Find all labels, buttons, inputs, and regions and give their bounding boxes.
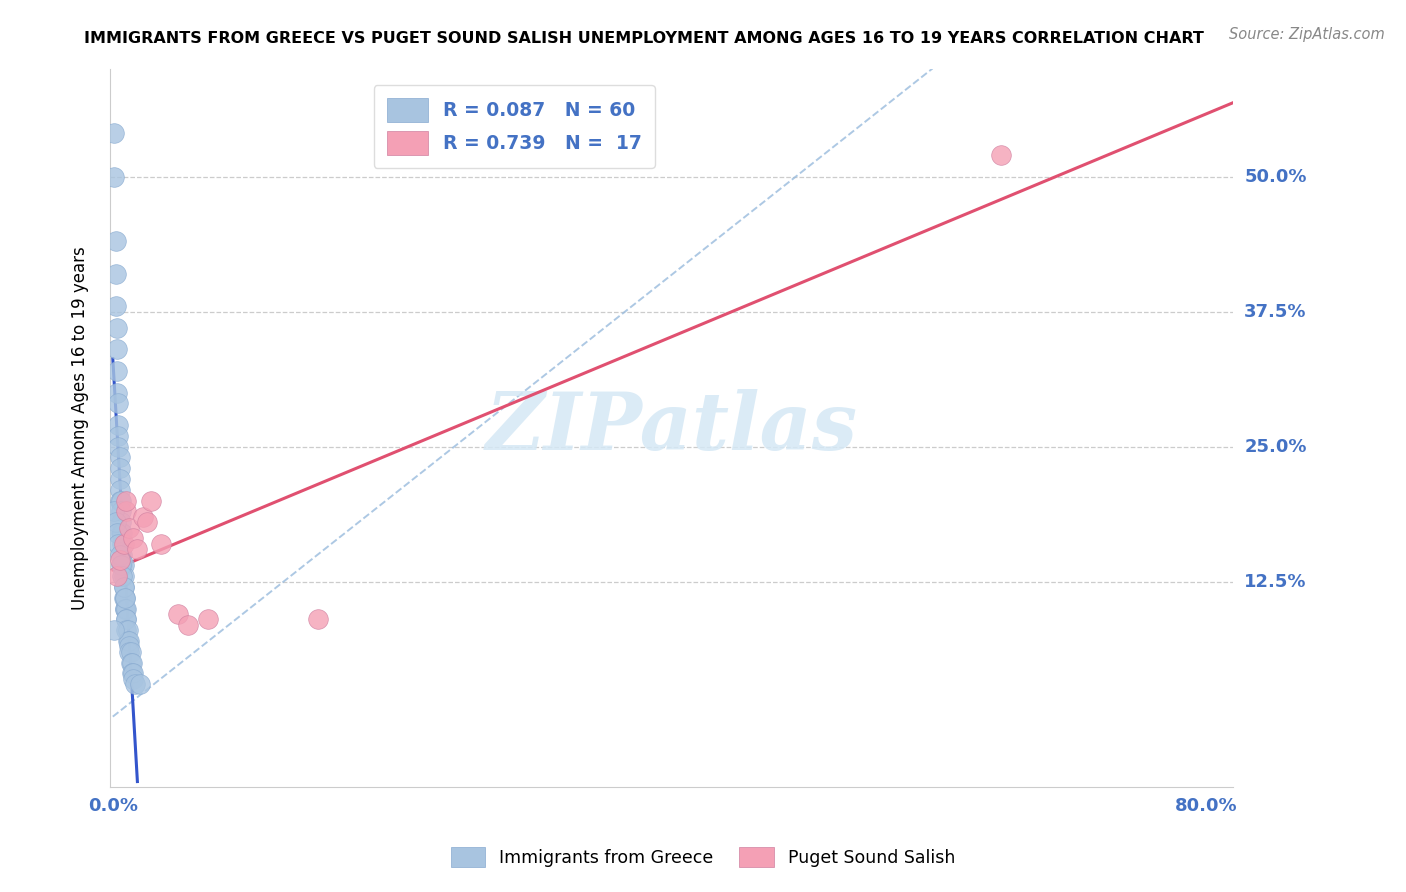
Point — [112, 591, 135, 605]
Point — [105, 320, 128, 334]
Point — [197, 612, 219, 626]
Point — [118, 645, 141, 659]
Point — [108, 472, 131, 486]
Point — [129, 677, 152, 691]
Point — [104, 235, 127, 249]
Point — [114, 601, 136, 615]
Point — [112, 537, 135, 551]
Point — [105, 569, 128, 583]
Text: 50.0%: 50.0% — [1244, 168, 1306, 186]
Point — [108, 461, 131, 475]
Point — [120, 645, 142, 659]
Point — [108, 450, 131, 465]
Point — [110, 504, 132, 518]
Point — [108, 553, 131, 567]
Point — [110, 558, 132, 573]
Point — [132, 509, 155, 524]
Legend: R = 0.087   N = 60, R = 0.739   N =  17: R = 0.087 N = 60, R = 0.739 N = 17 — [374, 85, 655, 168]
Point — [121, 656, 143, 670]
Point — [118, 520, 141, 534]
Point — [115, 493, 138, 508]
Point — [139, 493, 162, 508]
Point — [108, 548, 131, 562]
Point — [108, 493, 131, 508]
Point — [115, 612, 138, 626]
Point — [118, 634, 141, 648]
Point — [107, 537, 129, 551]
Text: IMMIGRANTS FROM GREECE VS PUGET SOUND SALISH UNEMPLOYMENT AMONG AGES 16 TO 19 YE: IMMIGRANTS FROM GREECE VS PUGET SOUND SA… — [84, 31, 1204, 46]
Point — [104, 515, 127, 529]
Point — [105, 343, 128, 357]
Point — [117, 624, 139, 638]
Point — [110, 515, 132, 529]
Point — [112, 580, 135, 594]
Point — [177, 617, 200, 632]
Point — [111, 569, 134, 583]
Point — [122, 532, 145, 546]
Point — [103, 504, 125, 518]
Point — [108, 483, 131, 497]
Point — [111, 558, 134, 573]
Point — [990, 148, 1012, 162]
Y-axis label: Unemployment Among Ages 16 to 19 years: Unemployment Among Ages 16 to 19 years — [72, 246, 89, 609]
Text: ZIPatlas: ZIPatlas — [485, 389, 858, 467]
Point — [103, 126, 125, 140]
Point — [105, 526, 128, 541]
Point — [103, 624, 125, 638]
Point — [107, 396, 129, 410]
Point — [110, 493, 132, 508]
Point — [118, 640, 141, 654]
Point — [121, 666, 143, 681]
Point — [104, 299, 127, 313]
Point — [122, 672, 145, 686]
Point — [107, 417, 129, 432]
Text: 37.5%: 37.5% — [1244, 302, 1306, 320]
Point — [124, 677, 146, 691]
Point — [149, 537, 172, 551]
Point — [105, 385, 128, 400]
Point — [112, 580, 135, 594]
Point — [115, 504, 138, 518]
Point — [117, 634, 139, 648]
Point — [107, 440, 129, 454]
Point — [167, 607, 190, 621]
Point — [103, 169, 125, 184]
Point — [115, 601, 138, 615]
Point — [114, 591, 136, 605]
Text: Source: ZipAtlas.com: Source: ZipAtlas.com — [1229, 27, 1385, 42]
Point — [107, 429, 129, 443]
Text: 25.0%: 25.0% — [1244, 438, 1306, 456]
Point — [120, 656, 142, 670]
Text: 12.5%: 12.5% — [1244, 573, 1306, 591]
Point — [111, 526, 134, 541]
Point — [115, 612, 138, 626]
Point — [122, 666, 145, 681]
Point — [114, 591, 136, 605]
Point — [104, 267, 127, 281]
Point — [114, 601, 136, 615]
Point — [105, 364, 128, 378]
Point — [110, 526, 132, 541]
Legend: Immigrants from Greece, Puget Sound Salish: Immigrants from Greece, Puget Sound Sali… — [444, 840, 962, 874]
Point — [136, 515, 159, 529]
Point — [112, 558, 135, 573]
Point — [111, 548, 134, 562]
Point — [127, 542, 149, 557]
Point — [115, 624, 138, 638]
Point — [307, 612, 329, 626]
Point — [111, 537, 134, 551]
Point — [112, 569, 135, 583]
